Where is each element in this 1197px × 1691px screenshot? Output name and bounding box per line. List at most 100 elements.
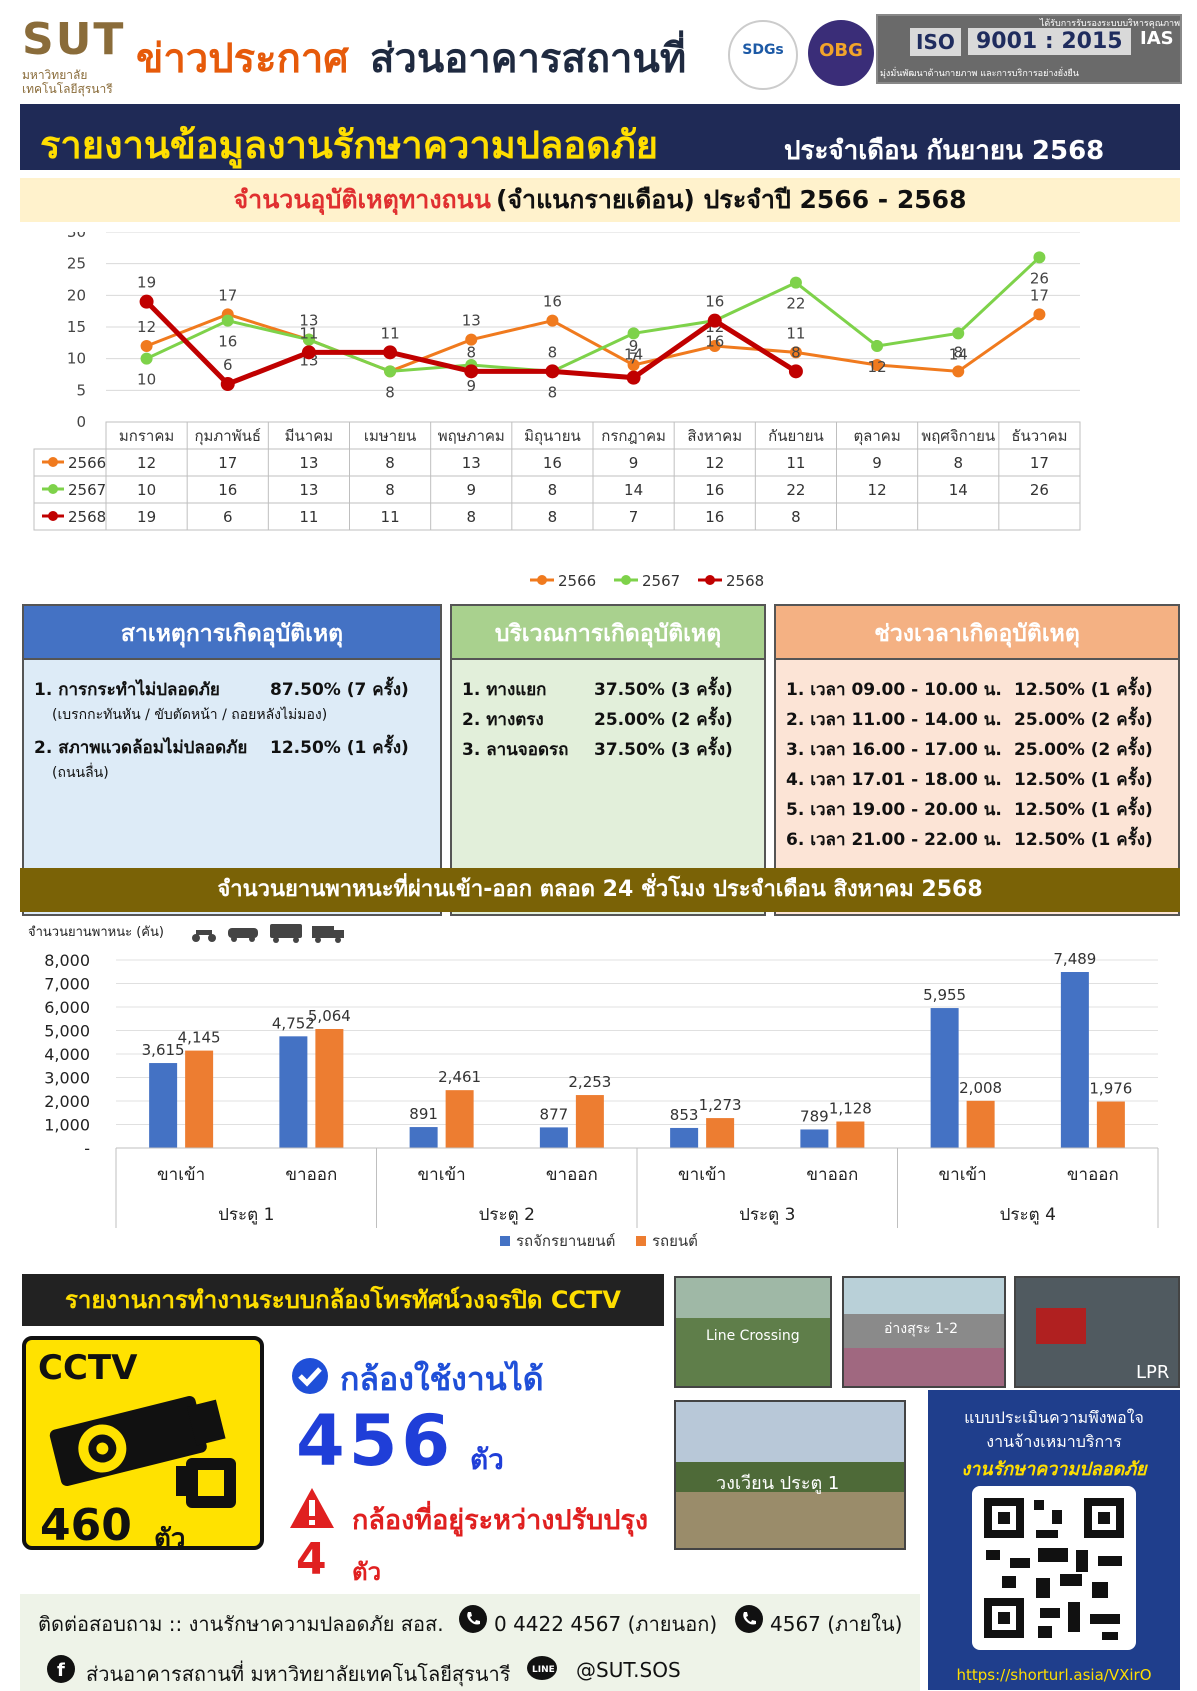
data-label-2566: 17 [1030,286,1049,304]
y-tick-label: 3,000 [44,1069,90,1088]
iso-number: 9001 : 2015 [968,28,1131,55]
bar-value-label: 4,145 [178,1029,221,1047]
table-series-name: 2567 [68,481,106,499]
y-tick-label: 6,000 [44,998,90,1017]
warning-icon [290,1488,334,1528]
x-category-label: ขาเข้า [678,1165,726,1185]
x-category-label: กรกฎาคม [601,427,666,445]
cctv-photo-reservoir: อ่างสุระ 1-2 [842,1276,1006,1388]
table-cell: 12 [137,454,156,472]
data-label-2568: 8 [466,343,476,361]
cctv-repair-label: กล้องที่อยู่ระหว่างปรับปรุง [352,1505,649,1536]
data-point-2566 [465,333,478,346]
data-label-2568: 11 [381,324,400,342]
table-cell: 8 [953,454,963,472]
box-item-value: 12.50% (1 ครั้ง) [1014,830,1153,850]
sut-logo-subtitle: มหาวิทยาลัย เทคโนโลยีสุรนารี [22,68,113,96]
x-category-label: ขาออก [1067,1165,1119,1185]
contact-prefix: ติดต่อสอบถาม :: งานรักษาความปลอดภัย สอส. [38,1612,444,1636]
table-series-name: 2566 [68,454,106,472]
data-point-2568 [464,364,479,379]
box-item-value: 37.50% (3 ครั้ง) [594,680,733,700]
data-label-2567: 16 [218,333,237,351]
contact-line-id[interactable]: @SUT.SOS [576,1658,681,1682]
data-point-2567 [140,352,153,365]
x-category-label: ขาเข้า [157,1165,205,1185]
x-category-label: ขาเข้า [939,1165,987,1185]
bar-motorcycle [149,1063,178,1148]
y-tick-label: 2,000 [44,1092,90,1111]
table-cell: 14 [949,481,968,499]
cctv-photo-line-crossing: Line Crossing [674,1276,832,1388]
table-cell: 22 [786,481,805,499]
table-cell: 10 [137,481,156,499]
cctv-repair-unit: ตัว [352,1558,382,1586]
table-cell: 16 [705,508,724,526]
x-category-label: ขาออก [285,1165,337,1185]
cctv-total-count: 460 [40,1500,132,1551]
table-series-name: 2568 [68,508,106,526]
y-tick-label: 1,000 [44,1116,90,1135]
ias-logo: IAS [1140,28,1174,49]
table-cell: 8 [548,481,558,499]
table-cell: 6 [223,508,233,526]
data-label-2567: 12 [868,358,887,376]
cctv-sign-label: CCTV [38,1348,138,1388]
box-item-label: 1. ทางแยก [462,680,547,700]
legend-swatch [636,1236,646,1246]
data-label-2567: 10 [137,371,156,389]
vehicle-types-icon [192,924,344,943]
camera-icon [49,1396,236,1508]
cctv-sign: CCTV 460 ตัว [22,1336,264,1554]
survey-line2: งานจ้างเหมาบริการ [986,1432,1122,1451]
x-category-label: ขาออก [546,1165,598,1185]
contact-footer: ติดต่อสอบถาม :: งานรักษาความปลอดภัย สอส.… [20,1594,920,1691]
data-label-2568: 19 [137,274,156,292]
table-cell: 12 [868,481,887,499]
group-label: ประตู 4 [1000,1205,1056,1225]
y-tick-label: 10 [67,350,86,368]
contact-phone-external[interactable]: 0 4422 4567 (ภายนอก) [494,1612,718,1636]
box-item-label: 4. เวลา 17.01 - 18.00 น. [786,770,1002,790]
contact-facebook[interactable]: ส่วนอาคารสถานที่ มหาวิทยาลัยเทคโนโลยีสุร… [86,1662,511,1686]
legend-marker-2567 [621,575,631,585]
table-legend-marker [48,484,58,494]
table-cell: 11 [786,454,805,472]
box-item-label: 1. เวลา 09.00 - 10.00 น. [786,680,1002,700]
y-tick-label: 4,000 [44,1045,90,1064]
bar-motorcycle [279,1036,308,1148]
table-cell: 11 [381,508,400,526]
svg-text:f: f [57,1660,65,1681]
box-item-value: 37.50% (3 ครั้ง) [594,740,733,760]
contact-phone-internal[interactable]: 4567 (ภายใน) [770,1612,903,1636]
cctv-total-unit: ตัว [154,1524,186,1554]
accident-chart-title-black: (จำแนกรายเดือน) ประจำปี 2566 - 2568 [495,185,967,214]
bar-value-label: 891 [409,1105,438,1123]
data-point-2567 [221,314,234,327]
y-tick-label: 8,000 [44,951,90,970]
data-label-2568: 16 [705,293,724,311]
cctv-repair-count: 4 [296,1534,327,1585]
areas-box-title: บริเวณการเกิดอุบัติเหตุ [450,604,766,660]
data-point-2568 [626,370,641,385]
data-label-2568: 8 [548,343,558,361]
cctv-working-label: กล้องใช้งานได้ [340,1360,544,1398]
iso-cert-line: ได้รับการรับรองระบบบริหารคุณภาพ [1039,19,1180,29]
box-item-label: 6. เวลา 21.00 - 22.00 น. [786,830,1002,850]
survey-url-link[interactable]: https://shorturl.asia/VXirO [956,1666,1152,1684]
report-month: ประจำเดือน กันยายน 2568 [784,136,1105,166]
data-point-2568 [301,345,316,360]
table-cell: 9 [466,481,476,499]
bar-car [445,1090,474,1148]
box-item-label: 3. เวลา 16.00 - 17.00 น. [786,740,1002,760]
y-tick-label: - [84,1139,90,1158]
qr-code-icon[interactable] [972,1486,1136,1650]
vehicle-bar-chart: จำนวนยานพาหนะ (คัน) - 1,000 2,000 3,000 4,000… [28,924,1159,1250]
data-point-2567 [952,327,965,340]
accident-chart-header: จำนวนอุบัติเหตุทางถนน (จำแนกรายเดือน) ปร… [20,178,1180,222]
data-label-2567: 16 [705,333,724,351]
data-point-2566 [627,359,640,371]
table-legend-marker [48,511,58,521]
box-item-value: 25.00% (2 ครั้ง) [1014,740,1153,760]
table-cell: 19 [137,508,156,526]
